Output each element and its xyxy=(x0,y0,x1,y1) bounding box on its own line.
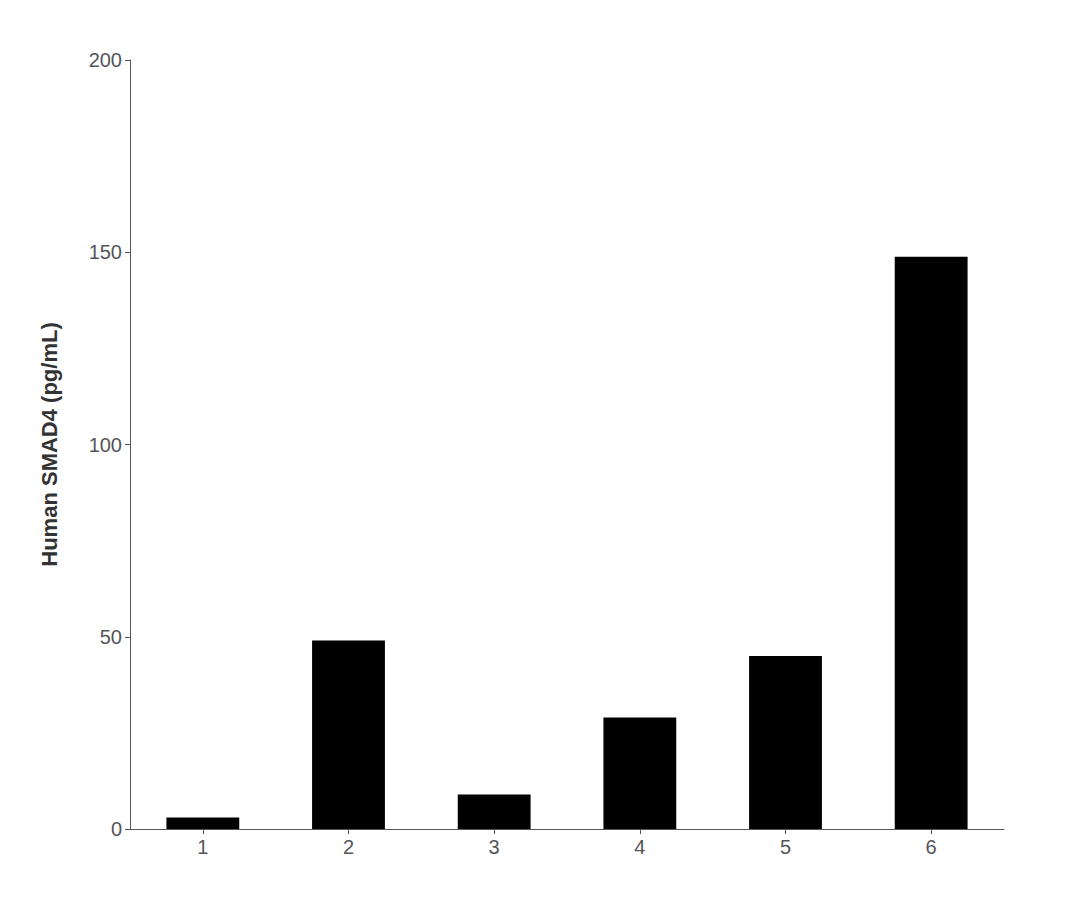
svg-text:5: 5 xyxy=(780,836,791,858)
svg-text:4: 4 xyxy=(634,836,645,858)
svg-text:Human SMAD4 (pg/mL): Human SMAD4 (pg/mL) xyxy=(37,322,62,566)
svg-text:200: 200 xyxy=(89,49,122,71)
svg-text:100: 100 xyxy=(89,434,122,456)
svg-text:6: 6 xyxy=(926,836,937,858)
svg-text:0: 0 xyxy=(111,818,122,840)
svg-text:1: 1 xyxy=(197,836,208,858)
svg-text:150: 150 xyxy=(89,241,122,263)
svg-text:3: 3 xyxy=(489,836,500,858)
svg-text:50: 50 xyxy=(100,626,122,648)
svg-text:2: 2 xyxy=(343,836,354,858)
